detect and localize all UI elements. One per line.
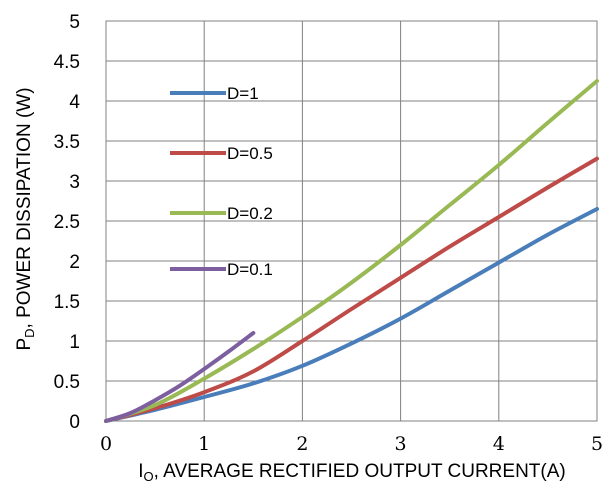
y-tick-label: 0 (69, 412, 80, 433)
x-axis-label: IO, AVERAGE RECTIFIED OUTPUT CURRENT(A) (138, 461, 565, 484)
series-lines (104, 79, 599, 423)
y-tick-label: 4 (69, 92, 80, 113)
legend-label-2: D=0.5 (227, 144, 273, 163)
y-tick-label: 3.5 (54, 132, 80, 153)
plot-frame (105, 20, 598, 422)
y-tick-labels: 0 0.5 1 1.5 2 2.5 3 3.5 4 4.5 5 (54, 12, 81, 433)
series-line-2 (104, 156, 599, 423)
legend-label-3: D=0.2 (227, 204, 273, 223)
series-line-1 (104, 207, 599, 423)
y-tick-label: 4.5 (54, 52, 80, 73)
y-tick-label: 1 (69, 332, 80, 353)
x-tick-label: 2 (296, 433, 308, 455)
y-axis-label: PD, POWER DISSIPATION (W) (14, 87, 37, 350)
y-tick-label: 5 (69, 12, 80, 33)
legend-label-4: D=0.1 (227, 260, 273, 279)
legend: D=1 D=0.5 D=0.2 D=0.1 (170, 84, 273, 279)
y-tick-label: 2 (69, 252, 80, 273)
x-tick-label: 1 (198, 433, 210, 455)
series-line-3 (104, 79, 599, 423)
y-tick-label: 1.5 (54, 292, 80, 313)
y-tick-label: 2.5 (54, 212, 80, 233)
x-tick-label: 4 (493, 433, 505, 455)
x-tick-label: 5 (591, 433, 603, 455)
grid (105, 20, 598, 422)
x-tick-label: 3 (395, 433, 407, 455)
x-tick-labels: 0 1 2 3 4 5 (100, 433, 603, 455)
y-tick-label: 0.5 (54, 372, 80, 393)
series-line-4 (104, 331, 256, 423)
legend-label-1: D=1 (227, 84, 259, 103)
y-tick-label: 3 (69, 172, 80, 193)
x-tick-label: 0 (100, 433, 112, 455)
